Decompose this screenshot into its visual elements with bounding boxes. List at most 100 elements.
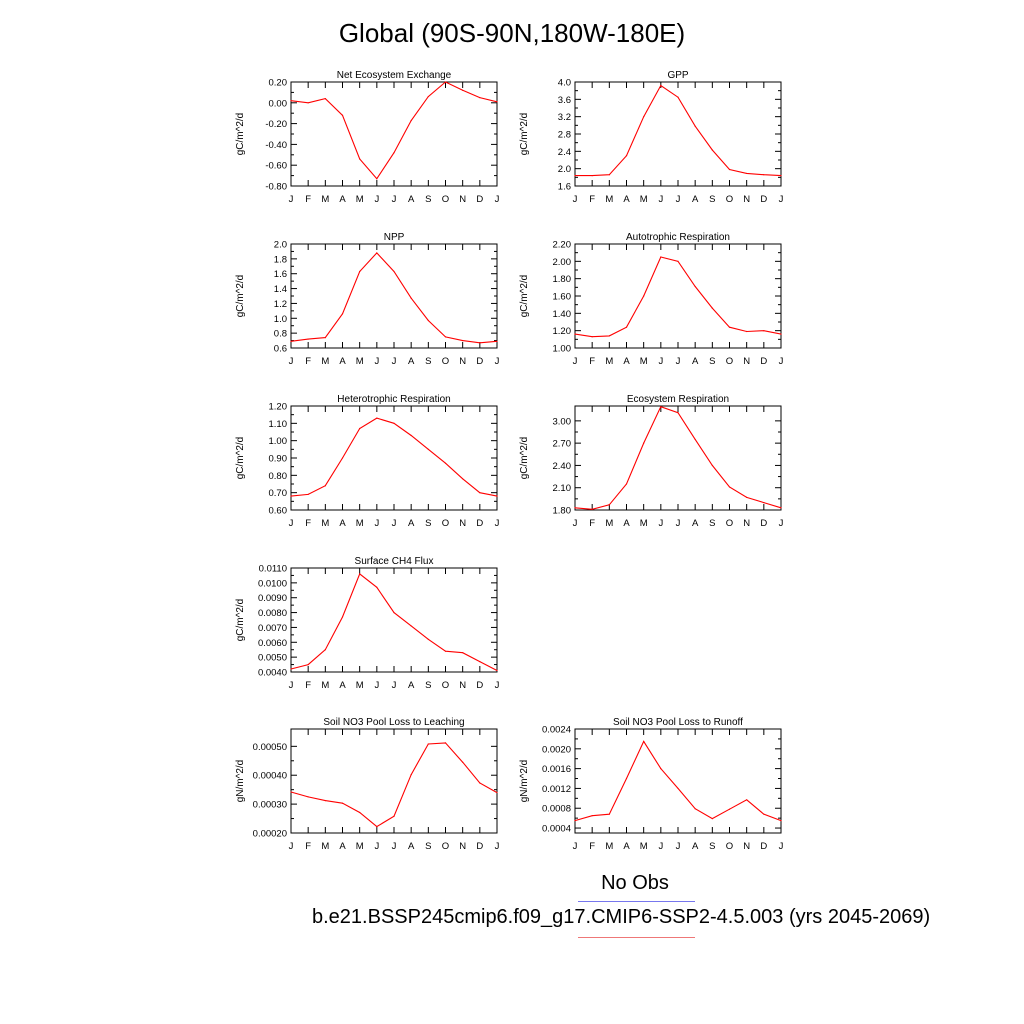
data-point [608, 174, 610, 176]
data-point [694, 808, 696, 810]
data-point [393, 152, 395, 154]
x-tick-label: J [392, 680, 397, 691]
x-tick-label: J [392, 841, 397, 852]
data-point [608, 504, 610, 506]
y-tick-label: 1.40 [553, 309, 572, 320]
data-point [711, 149, 713, 151]
data-point [746, 496, 748, 498]
data-point [462, 652, 464, 654]
data-point [359, 158, 361, 160]
x-tick-label: M [356, 841, 364, 852]
data-point [496, 340, 498, 342]
x-tick-label: M [321, 356, 329, 367]
data-point [608, 813, 610, 815]
x-tick-label: N [459, 356, 466, 367]
x-tick-label: A [339, 680, 346, 691]
panel-title: Autotrophic Respiration [626, 232, 730, 243]
data-point [359, 811, 361, 814]
x-tick-label: J [658, 194, 663, 205]
x-tick-label: D [760, 518, 767, 529]
data-point [763, 330, 765, 332]
x-tick-label: J [779, 194, 784, 205]
data-point [763, 174, 765, 176]
series-line [290, 417, 498, 497]
data-point [728, 168, 731, 171]
y-tick-label: 1.8 [274, 254, 287, 265]
panel-1: Net Ecosystem Exchange gC/m^2/d -0.80 -0.60… [235, 70, 500, 205]
data-point [427, 638, 429, 640]
data-point [496, 791, 498, 794]
x-tick-label: A [623, 356, 630, 367]
data-point [307, 493, 309, 495]
data-point [780, 175, 782, 177]
data-point [677, 260, 679, 262]
x-tick-label: F [589, 841, 595, 852]
y-tick-label: 1.4 [274, 284, 287, 295]
y-tick-label: -0.80 [265, 182, 287, 193]
y-tick-label: 1.0 [274, 314, 287, 325]
series-line [290, 573, 498, 671]
panel-title: GPP [667, 70, 688, 81]
data-point [591, 508, 593, 510]
data-point [393, 611, 395, 614]
y-tick-label: 2.0 [274, 240, 287, 251]
data-point [608, 335, 610, 337]
data-point [290, 100, 292, 102]
data-point [574, 175, 576, 177]
y-tick-label: 1.20 [269, 402, 288, 413]
y-tick-label: 0.0012 [542, 784, 571, 795]
plot-frame [574, 405, 782, 511]
data-point [625, 483, 628, 485]
data-point [479, 342, 481, 344]
y-tick-label: -0.60 [265, 161, 287, 172]
data-point [444, 462, 447, 464]
x-tick-label: M [605, 194, 613, 205]
x-tick-label: S [425, 356, 431, 367]
y-axis-label: gC/m^2/d [519, 275, 530, 318]
x-tick-label: J [658, 841, 663, 852]
x-tick-label: F [305, 518, 311, 529]
x-tick-label: O [442, 680, 449, 691]
data-point [763, 501, 765, 504]
data-point [444, 81, 447, 83]
y-tick-label: 0.80 [269, 471, 288, 482]
x-tick-label: J [779, 356, 784, 367]
y-tick-label: 0.90 [269, 454, 288, 465]
series-line [574, 406, 782, 510]
y-tick-label: 3.2 [558, 112, 571, 123]
y-tick-label: 0.0060 [258, 638, 287, 649]
y-tick-label: 1.20 [553, 326, 572, 337]
data-point [427, 95, 429, 98]
series-line [290, 81, 498, 180]
y-tick-label: 0.0080 [258, 608, 287, 619]
x-tick-label: J [374, 680, 379, 691]
x-tick-label: A [339, 518, 346, 529]
x-tick-label: O [442, 518, 449, 529]
y-axis-label: gC/m^2/d [235, 599, 246, 642]
y-tick-label: 0.0040 [258, 668, 287, 679]
x-tick-label: S [425, 194, 431, 205]
x-tick-label: S [709, 518, 715, 529]
data-point [410, 119, 412, 122]
x-tick-label: A [408, 194, 415, 205]
x-tick-label: M [321, 680, 329, 691]
x-tick-label: D [760, 194, 767, 205]
plot-frame [290, 243, 498, 349]
data-point [591, 336, 593, 338]
y-tick-label: 0.0016 [542, 764, 571, 775]
data-point [660, 84, 662, 87]
y-tick-label: -0.20 [265, 119, 287, 130]
y-tick-label: 0.00040 [253, 771, 287, 782]
data-point [496, 669, 498, 672]
data-point [694, 125, 696, 127]
data-point [444, 742, 447, 744]
data-point [376, 826, 378, 828]
x-tick-label: S [709, 356, 715, 367]
data-point [393, 815, 395, 817]
data-point [307, 663, 309, 666]
x-tick-label: J [289, 518, 294, 529]
data-point [763, 813, 765, 815]
x-tick-label: D [476, 841, 483, 852]
